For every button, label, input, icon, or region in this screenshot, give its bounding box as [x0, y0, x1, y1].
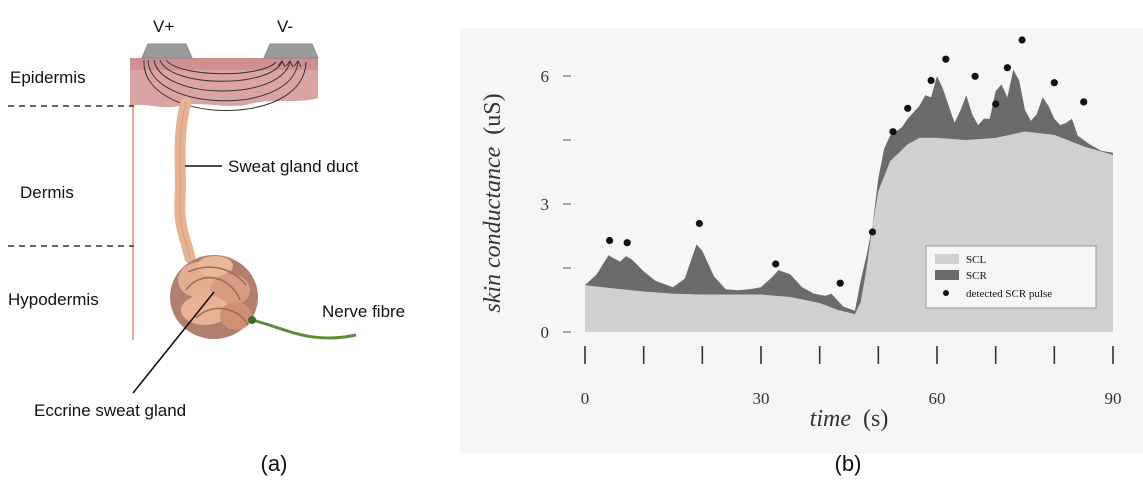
x-tick-label: 30: [753, 389, 770, 408]
scr-pulse-marker: [904, 104, 912, 112]
nerve-fibre: [251, 318, 357, 340]
scr-pulse-marker: [772, 260, 780, 268]
panel-a-diagram: V+ V- Epidermis Dermis Hypodermis Sweat …: [8, 17, 405, 476]
scr-pulse-marker: [889, 128, 897, 136]
electrode-positive-label: V+: [153, 17, 174, 36]
scr-pulse-marker: [1003, 64, 1012, 72]
y-axis-title-unit: (uS): [480, 93, 506, 134]
x-axis-title-var: time: [810, 406, 852, 432]
y-axis-title-var: skin conductance: [480, 146, 506, 312]
scr-pulse-marker: [695, 219, 704, 228]
scr-pulse-marker: [836, 279, 844, 287]
y-tick-label: 3: [541, 195, 550, 214]
layer-label-dermis: Dermis: [20, 183, 74, 202]
legend-label-scl: SCL: [966, 254, 986, 266]
scr-pulse-marker: [927, 76, 935, 85]
electrode-positive: [141, 43, 193, 59]
duct-label: Sweat gland duct: [228, 157, 359, 176]
nerve-ending: [248, 316, 256, 324]
legend-swatch-scr: [935, 270, 959, 280]
scr-pulse-marker: [606, 236, 614, 245]
scr-pulse-marker: [971, 72, 979, 80]
scr-pulse-marker: [868, 228, 877, 236]
gland-label: Eccrine sweat gland: [34, 401, 186, 420]
scr-pulse-marker: [1080, 98, 1088, 106]
legend-swatch-scl: [935, 254, 959, 264]
scr-pulse-marker: [942, 55, 950, 63]
x-axis-title-unit: (s): [863, 406, 888, 432]
scr-pulse-marker: [623, 239, 631, 247]
panel-a-caption: (a): [261, 451, 288, 476]
legend-label-scr: SCR: [966, 270, 987, 282]
legend: SCL SCR detected SCR pulse: [925, 245, 1097, 309]
legend-marker-pulse: [943, 290, 949, 296]
y-tick-label: 0: [541, 323, 550, 342]
arrowheads: [277, 60, 302, 68]
gland-leader-line: [132, 291, 215, 394]
current-arcs: [143, 59, 307, 111]
x-tick-label: 60: [929, 389, 946, 408]
scr-pulse-marker: [992, 100, 1000, 108]
y-tick-label: 6: [541, 67, 550, 86]
x-tick-label: 0: [581, 389, 590, 408]
scr-pulse-marker: [1018, 36, 1026, 44]
scr-pulse-marker: [1050, 79, 1058, 87]
electrode-negative-label: V-: [277, 17, 293, 36]
x-tick-label: 90: [1105, 389, 1122, 408]
electrode-negative: [263, 43, 319, 59]
panel-b-caption: (b): [835, 451, 862, 476]
eccrine-gland: [170, 255, 258, 339]
layer-label-hypodermis: Hypodermis: [8, 290, 99, 309]
x-axis-title: time (s): [810, 406, 889, 432]
nerve-label: Nerve fibre: [322, 302, 405, 321]
layer-label-epidermis: Epidermis: [10, 68, 86, 87]
y-axis-title: skin conductance (uS): [480, 93, 506, 312]
legend-label-pulse: detected SCR pulse: [966, 288, 1052, 300]
epidermis-layer: [130, 58, 318, 108]
